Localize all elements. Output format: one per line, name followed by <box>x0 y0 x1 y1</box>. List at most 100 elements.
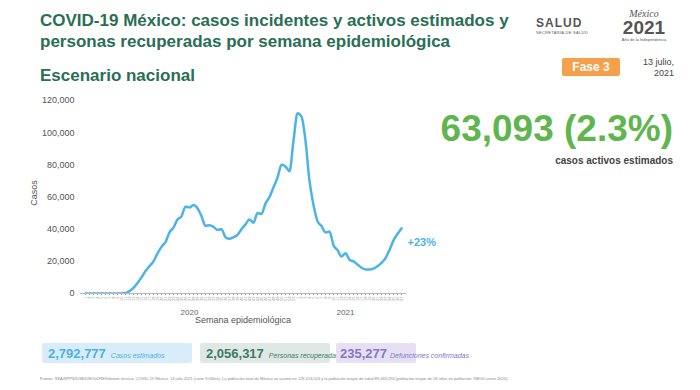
svg-text:15: 15 <box>350 296 356 301</box>
svg-text:47: 47 <box>266 296 272 301</box>
html-text:2021: 2021 <box>622 17 666 38</box>
svg-text:35: 35 <box>218 296 224 301</box>
svg-text:37: 37 <box>226 296 232 301</box>
svg-text:48: 48 <box>270 296 276 301</box>
svg-text:49: 49 <box>274 296 280 301</box>
svg-text:46: 46 <box>262 296 268 301</box>
svg-text:36: 36 <box>222 296 228 301</box>
svg-text:52: 52 <box>286 296 292 301</box>
html-text:casos activos estimados: casos activos estimados <box>555 155 673 166</box>
svg-text:26: 26 <box>182 296 188 301</box>
svg-text:24: 24 <box>386 296 392 301</box>
html-text:13 julio, 2021: 13 julio, 2021 <box>643 57 674 78</box>
svg-text:23: 23 <box>170 296 176 301</box>
svg-text:40,000: 40,000 <box>47 224 75 234</box>
svg-text:80,000: 80,000 <box>47 160 75 170</box>
svg-text:27: 27 <box>399 296 404 301</box>
svg-text:20,000: 20,000 <box>47 256 75 266</box>
svg-text:5: 5 <box>98 296 104 299</box>
svg-text:2020: 2020 <box>180 308 199 318</box>
svg-text:12: 12 <box>338 296 344 301</box>
svg-text:51: 51 <box>282 296 288 301</box>
html-text:Fuente: SSA/SPPS/DGE/DIE/InDRE: Fuente: SSA/SPPS/DGE/DIE/InDRE/Informe t… <box>40 376 509 381</box>
svg-text:16: 16 <box>354 296 360 301</box>
svg-text:25: 25 <box>178 296 184 301</box>
svg-text:1: 1 <box>82 296 88 299</box>
svg-text:4: 4 <box>94 296 100 299</box>
svg-text:27: 27 <box>186 296 192 301</box>
svg-text:21: 21 <box>374 296 380 301</box>
svg-text:32: 32 <box>206 296 212 301</box>
html-text:Casos: Casos <box>29 180 39 206</box>
svg-text:34: 34 <box>214 296 220 301</box>
html-text:63,093 (2.3%): 63,093 (2.3%) <box>440 108 673 149</box>
svg-text:29: 29 <box>194 296 200 301</box>
html-text:Año de la Independencia: Año de la Independencia <box>621 37 667 42</box>
svg-text:16: 16 <box>142 296 148 301</box>
html-text:COVID-19 México: casos inciden: COVID-19 México: casos incidentes y acti… <box>40 11 509 30</box>
svg-text:40: 40 <box>238 296 244 301</box>
svg-text:11: 11 <box>122 296 128 301</box>
svg-text:43: 43 <box>250 296 256 301</box>
svg-text:13: 13 <box>342 296 348 301</box>
html-text:235,277: 235,277 <box>340 346 387 361</box>
svg-text:33: 33 <box>210 296 216 301</box>
svg-text:22: 22 <box>166 296 172 301</box>
svg-text:31: 31 <box>202 296 208 301</box>
svg-text:28: 28 <box>190 296 196 301</box>
svg-text:7: 7 <box>106 296 112 299</box>
svg-text:17: 17 <box>358 296 364 301</box>
svg-text:14: 14 <box>134 296 140 301</box>
svg-text:53: 53 <box>290 296 296 301</box>
svg-text:20: 20 <box>158 296 164 301</box>
svg-text:19: 19 <box>366 296 372 301</box>
svg-text:10: 10 <box>330 296 336 301</box>
svg-text:26: 26 <box>394 296 400 301</box>
svg-text:38: 38 <box>230 296 236 301</box>
svg-text:13: 13 <box>130 296 136 301</box>
html-text:Escenario nacional: Escenario nacional <box>40 66 195 85</box>
svg-text:21: 21 <box>162 296 168 301</box>
svg-text:18: 18 <box>150 296 156 301</box>
svg-text:24: 24 <box>174 296 180 301</box>
html-text:Defunciones confirmadas: Defunciones confirmadas <box>390 352 469 359</box>
svg-text:42: 42 <box>246 296 252 301</box>
html-text:Personas recuperadas: Personas recuperadas <box>268 352 340 359</box>
svg-text:25: 25 <box>390 296 396 301</box>
svg-text:14: 14 <box>346 296 352 301</box>
html-text:SECRETARÍA DE SALUD: SECRETARÍA DE SALUD <box>536 30 588 35</box>
svg-text:19: 19 <box>154 296 160 301</box>
svg-text:60,000: 60,000 <box>47 192 75 202</box>
svg-text:11: 11 <box>334 296 340 301</box>
svg-text:12: 12 <box>126 296 132 301</box>
svg-text:20: 20 <box>370 296 376 301</box>
svg-text:15: 15 <box>138 296 144 301</box>
html-text:personas recuperadas por seman: personas recuperadas por semana epidemio… <box>40 32 450 51</box>
html-text:Casos estimados: Casos estimados <box>110 352 165 359</box>
html-text:Fase 3: Fase 3 <box>572 60 610 74</box>
svg-text:17: 17 <box>146 296 152 301</box>
html-text:2,792,777: 2,792,777 <box>48 346 106 361</box>
svg-text:0: 0 <box>69 288 74 298</box>
svg-text:6: 6 <box>102 296 108 299</box>
svg-text:2: 2 <box>86 296 92 299</box>
svg-text:30: 30 <box>198 296 204 301</box>
svg-text:41: 41 <box>242 296 248 301</box>
svg-text:+23%: +23% <box>408 236 437 248</box>
svg-text:2021: 2021 <box>337 308 355 317</box>
svg-text:23: 23 <box>382 296 388 301</box>
html-text:Semana epidemiológica: Semana epidemiológica <box>195 315 291 325</box>
svg-text:39: 39 <box>234 296 240 301</box>
html-text:SALUD: SALUD <box>536 16 583 30</box>
svg-text:50: 50 <box>278 296 284 301</box>
svg-text:22: 22 <box>378 296 384 301</box>
svg-text:18: 18 <box>362 296 368 301</box>
svg-text:45: 45 <box>258 296 264 301</box>
svg-text:100,000: 100,000 <box>42 128 75 138</box>
html-text:2,056,317: 2,056,317 <box>206 346 264 361</box>
svg-text:44: 44 <box>254 296 260 301</box>
svg-text:3: 3 <box>90 296 96 299</box>
html-text:México: México <box>629 8 659 19</box>
svg-text:120,000: 120,000 <box>42 95 75 105</box>
svg-text:10: 10 <box>118 296 124 301</box>
